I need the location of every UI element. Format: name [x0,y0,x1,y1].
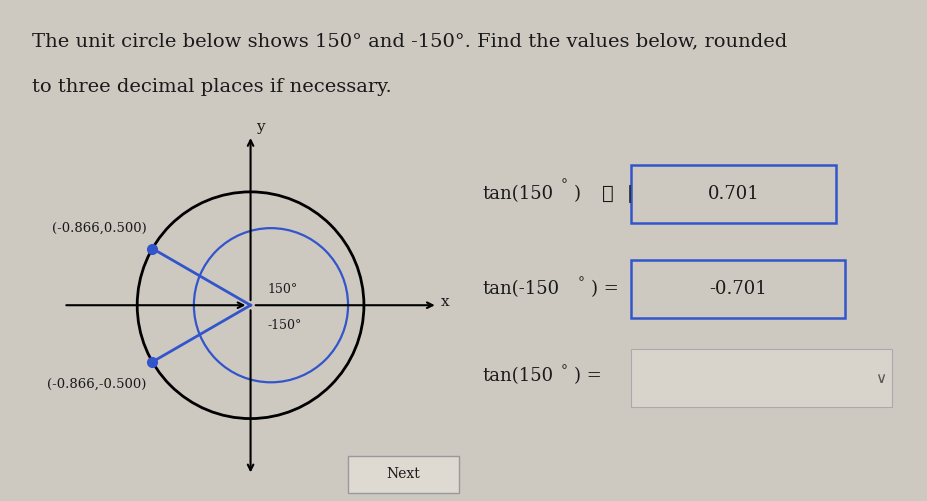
Text: 0.701: 0.701 [707,184,759,202]
Text: °: ° [560,364,566,377]
Text: (-0.866,0.500): (-0.866,0.500) [52,221,146,234]
Text: The unit circle below shows 150° and -150°. Find the values below, rounded: The unit circle below shows 150° and -15… [32,33,787,51]
Text: y: y [256,120,264,134]
Text: to three decimal places if necessary.: to three decimal places if necessary. [32,78,392,96]
Text: ): ) [573,184,580,202]
Text: x: x [440,294,450,308]
Text: °: ° [578,276,584,290]
Text: °: ° [560,178,566,191]
FancyBboxPatch shape [630,350,891,407]
Text: tan(-150: tan(-150 [482,279,559,297]
FancyBboxPatch shape [630,260,844,318]
Text: (-0.866,-0.500): (-0.866,-0.500) [47,377,146,390]
Text: 150°: 150° [267,282,298,295]
Text: ) =: ) = [590,279,618,297]
Text: tan(150: tan(150 [482,367,552,385]
Text: ≅: ≅ [602,184,614,202]
Text: ) =: ) = [573,367,601,385]
Text: Next: Next [387,466,420,480]
Text: tan(150: tan(150 [482,184,552,202]
FancyBboxPatch shape [630,165,835,223]
Text: |: | [627,184,632,202]
Text: -150°: -150° [267,318,301,331]
Text: ∨: ∨ [874,371,885,386]
FancyBboxPatch shape [348,456,459,493]
Text: -0.701: -0.701 [708,279,767,297]
